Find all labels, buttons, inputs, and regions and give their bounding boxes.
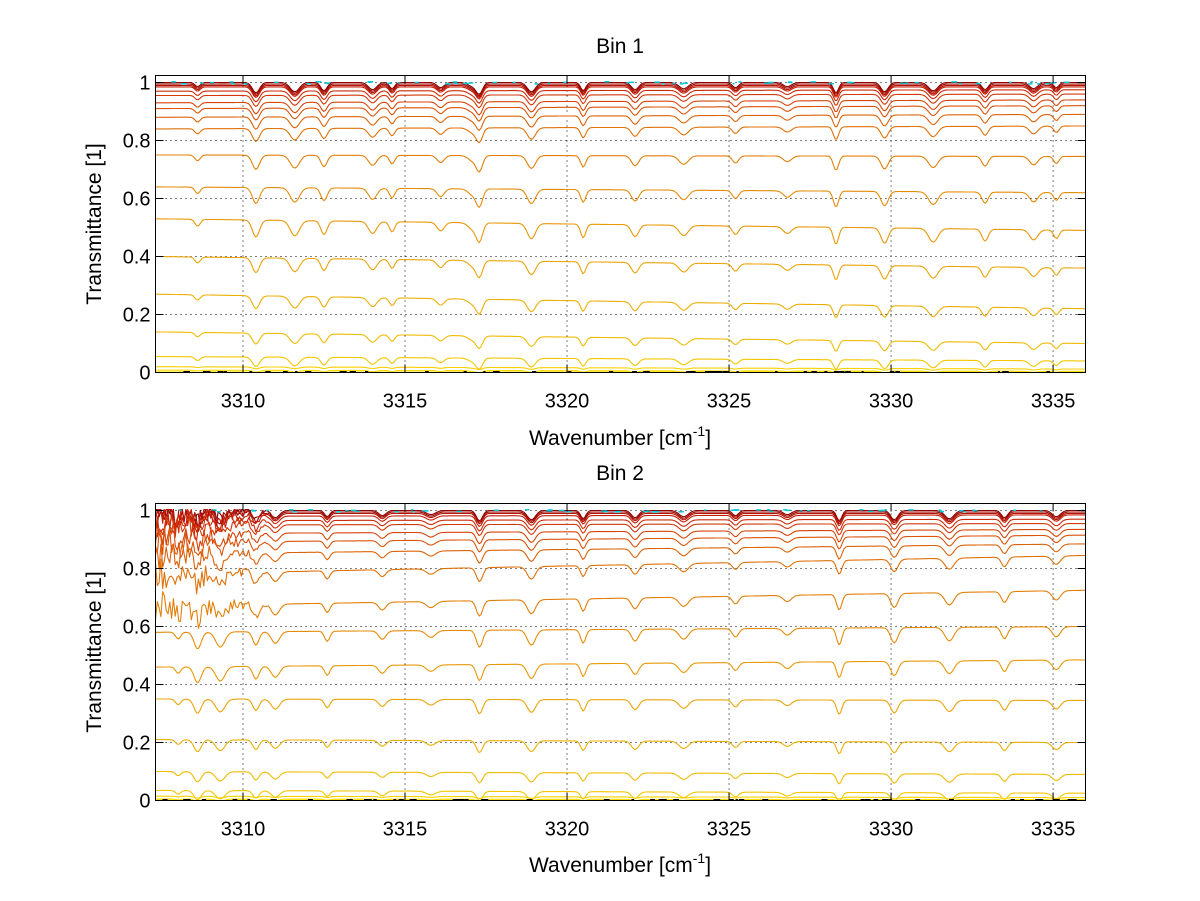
bin-2-title: Bin 2 <box>596 462 644 485</box>
series-line <box>155 739 1086 755</box>
series-line <box>155 510 1086 541</box>
series-line <box>154 527 1086 559</box>
y-tick-label: 1 <box>139 501 150 523</box>
series-line <box>155 84 1086 99</box>
series-line <box>155 154 1086 173</box>
bin-1-title: Bin 1 <box>596 35 644 58</box>
bin-1-axes-frame <box>155 75 1086 373</box>
series-line <box>155 105 1086 122</box>
series-line <box>155 186 1086 208</box>
series-line <box>155 113 1086 131</box>
y-tick-label: 0 <box>139 363 150 385</box>
series-line <box>155 789 1086 802</box>
series-line <box>155 331 1086 352</box>
bin-1-panel: Bin 1 3310 3315 3320 3325 3330 3335 0 0.2 0.4 0.6… <box>83 35 1086 450</box>
y-tick-label: 0 <box>139 791 150 813</box>
x-tick-label: 3330 <box>869 819 914 841</box>
x-tick-label: 3320 <box>545 391 590 413</box>
x-tick-label: 3315 <box>383 391 428 413</box>
series-line <box>155 698 1086 715</box>
series-line <box>155 293 1086 318</box>
y-tick-label: 1 <box>139 73 150 95</box>
bin-1-xlabel: Wavenumber [cm-1] <box>529 423 711 450</box>
bin-2-xlabel-sup: -1 <box>693 850 706 866</box>
x-tick-label: 3325 <box>707 391 752 413</box>
bin-2-axes-frame <box>155 503 1086 801</box>
bin-1-xlabel-end: ] <box>705 427 711 450</box>
x-tick-label: 3335 <box>1031 819 1076 841</box>
series-line <box>154 589 1086 630</box>
series-line <box>155 99 1086 116</box>
bin-2-xlabel-main: Wavenumber [cm <box>529 854 693 877</box>
series-line <box>154 554 1086 595</box>
bin-1-ticks: 3310 3315 3320 3325 3330 3335 0 0.2 0.4 0.6 0.8 1 <box>123 73 1086 413</box>
y-tick-label: 0.6 <box>123 617 151 639</box>
series-line <box>155 81 1086 95</box>
series-line <box>154 520 1086 552</box>
y-tick-label: 0.2 <box>123 733 151 755</box>
series-line <box>155 625 1086 650</box>
x-tick-label: 3325 <box>707 819 752 841</box>
series-line <box>155 218 1086 244</box>
series-line <box>155 356 1086 370</box>
y-tick-label: 0.2 <box>123 305 151 327</box>
series-line <box>154 510 1086 538</box>
series-line <box>155 543 1086 572</box>
bin-1-xlabel-main: Wavenumber [cm <box>529 427 693 450</box>
series-line <box>155 659 1086 683</box>
series-line <box>155 89 1086 104</box>
y-tick-label: 0.6 <box>123 189 151 211</box>
series-line <box>154 509 1086 533</box>
series-line <box>155 93 1086 109</box>
series-line <box>155 86 1086 100</box>
series-line <box>155 255 1086 280</box>
bin-2-ylabel: Transmittance [1] <box>83 571 106 732</box>
series-line <box>155 770 1086 785</box>
bin-2-panel: Bin 2 3310 3315 3320 3325 3330 3335 0 0.2 0.4 0.6… <box>83 462 1086 877</box>
x-tick-label: 3335 <box>1031 391 1076 413</box>
x-tick-label: 3310 <box>221 819 266 841</box>
y-tick-label: 0.4 <box>123 675 151 697</box>
bin-2-ticks: 3310 3315 3320 3325 3330 3335 0 0.2 0.4 0.6 0.8 1 <box>123 501 1086 841</box>
y-tick-label: 0.8 <box>123 559 151 581</box>
series-line <box>155 366 1086 371</box>
x-tick-label: 3330 <box>869 391 914 413</box>
bin-2-xlabel: Wavenumber [cm-1] <box>529 850 711 877</box>
bin-1-series <box>155 80 1086 374</box>
bin-2-xlabel-end: ] <box>705 854 711 877</box>
series-line <box>155 125 1086 144</box>
y-tick-label: 0.4 <box>123 247 151 269</box>
x-tick-label: 3315 <box>383 819 428 841</box>
series-line <box>155 795 1086 800</box>
series-line <box>154 509 1086 529</box>
x-tick-label: 3320 <box>545 819 590 841</box>
y-tick-label: 0.8 <box>123 131 151 153</box>
bin-1-xlabel-sup: -1 <box>693 423 706 439</box>
bin-1-ylabel: Transmittance [1] <box>83 143 106 304</box>
x-tick-label: 3310 <box>221 391 266 413</box>
